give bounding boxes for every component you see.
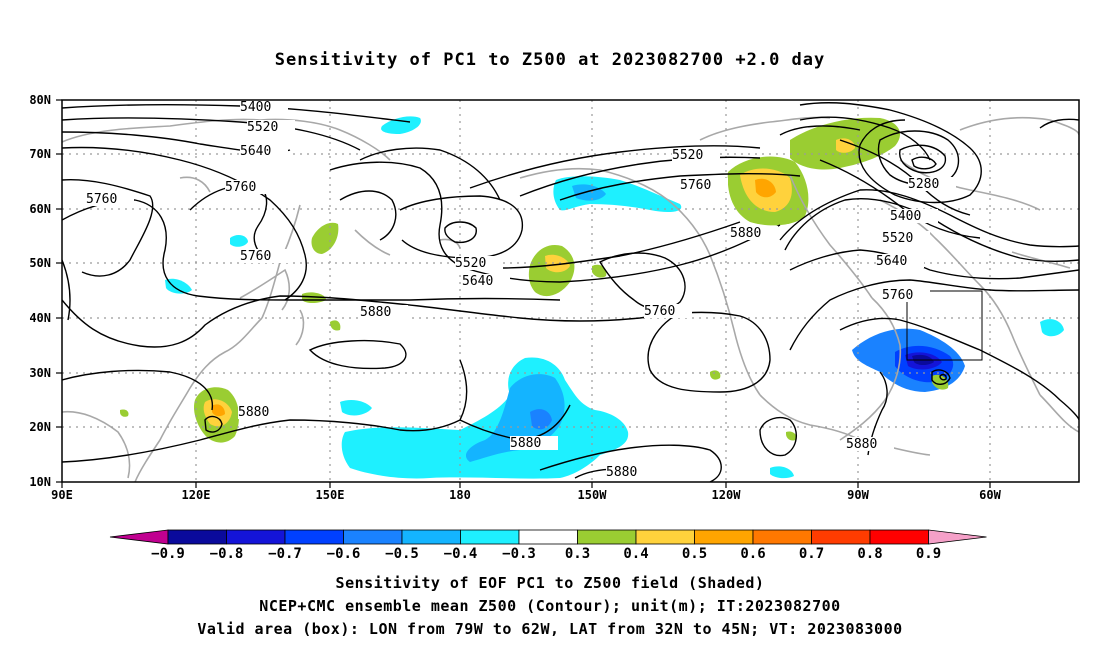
- contour-label: 5520: [882, 231, 913, 246]
- lat-label: 20N: [29, 420, 51, 434]
- colorbar-arrow-right: [928, 529, 987, 545]
- colorbar-swatch: [226, 529, 286, 545]
- longitude-labels: 90E 120E 150E 180 150W 120W 90W 60W: [51, 488, 1001, 502]
- contour-label: 5880: [238, 405, 269, 420]
- colorbar-label: −0.6: [327, 546, 361, 562]
- lat-label: 30N: [29, 366, 51, 380]
- colorbar-label: −0.5: [385, 546, 419, 562]
- shade-positive: [755, 178, 776, 198]
- shade-positive: [786, 431, 797, 441]
- lat-label: 10N: [29, 475, 51, 489]
- lon-label: 120E: [182, 488, 211, 502]
- latitude-labels: 80N 70N 60N 50N 40N 30N 20N 10N: [29, 93, 51, 489]
- colorbar-arrow-left: [109, 529, 169, 545]
- contour-label: 5640: [462, 274, 493, 289]
- colorbar-swatch: [811, 529, 871, 545]
- colorbar-label: 0.7: [799, 546, 824, 562]
- colorbar-swatch: [401, 529, 461, 545]
- colorbar-label: 0.8: [857, 546, 882, 562]
- colorbar-label: 0.6: [740, 546, 765, 562]
- lon-label: 120W: [712, 488, 742, 502]
- map-panel: 5400 5520 5640 5760 5760 5760 5520 5640 …: [62, 100, 1079, 482]
- colorbar-label: −0.7: [268, 546, 302, 562]
- lat-label: 40N: [29, 311, 51, 325]
- shade-negative: [340, 400, 372, 416]
- contour-labels: 5400 5520 5640 5760 5760 5760 5520 5640 …: [86, 100, 956, 480]
- contour-label: 5880: [510, 436, 541, 451]
- colorbar-swatch: [343, 529, 403, 545]
- contour-label: 5640: [876, 254, 907, 269]
- colorbar-label: −0.9: [151, 546, 185, 562]
- valid-area-box: [906, 290, 983, 361]
- map-border: [61, 99, 1080, 483]
- contour-label: 5760: [86, 192, 117, 207]
- colorbar-swatch: [518, 529, 578, 545]
- colorbar-label: −0.8: [210, 546, 244, 562]
- contour-label: 5880: [846, 437, 877, 452]
- contour-label: 5880: [606, 465, 637, 480]
- colorbar-label: 0.4: [623, 546, 648, 562]
- shade-positive: [592, 264, 607, 278]
- colorbar-label: −0.3: [502, 546, 536, 562]
- contour-label: 5520: [672, 148, 703, 163]
- shade-negative: [1040, 319, 1064, 337]
- lon-label: 150W: [578, 488, 608, 502]
- contour-label: 5880: [360, 305, 391, 320]
- shade-negative: [165, 278, 192, 294]
- colorbar-swatch: [694, 529, 754, 545]
- lat-label: 80N: [29, 93, 51, 107]
- contour-label: 5520: [455, 256, 486, 271]
- colorbar-swatch: [167, 529, 227, 545]
- contour-label: 5760: [882, 288, 913, 303]
- colorbar-swatch: [284, 529, 344, 545]
- shade-negative: [530, 409, 552, 430]
- contour-label: 5400: [890, 209, 921, 224]
- shade-positive: [120, 409, 129, 417]
- colorbar-swatch: [460, 529, 520, 545]
- shade-positive: [836, 138, 855, 153]
- shade-positive: [545, 254, 570, 273]
- lat-label: 50N: [29, 256, 51, 270]
- lon-label: 180: [449, 488, 471, 502]
- shade-negative: [230, 235, 248, 247]
- shade-positive: [330, 320, 341, 331]
- colorbar-swatch: [752, 529, 812, 545]
- colorbar-swatch: [577, 529, 637, 545]
- caption-line-2: NCEP+CMC ensemble mean Z500 (Contour); u…: [259, 597, 841, 615]
- page-title: Sensitivity of PC1 to Z500 at 2023082700…: [274, 50, 826, 70]
- shade-positive: [311, 222, 339, 254]
- lat-label: 70N: [29, 147, 51, 161]
- lon-label: 60W: [979, 488, 1001, 502]
- colorbar-label: 0.3: [565, 546, 590, 562]
- contour-label: 5400: [240, 100, 271, 115]
- shade-positive: [932, 374, 949, 390]
- contour-label: 5760: [680, 178, 711, 193]
- colorbar-label: 0.5: [682, 546, 707, 562]
- contour-label: 5520: [247, 120, 278, 135]
- contour-label: 5280: [908, 177, 939, 192]
- lon-label: 90W: [847, 488, 869, 502]
- contour-label: 5880: [730, 226, 761, 241]
- shade-positive: [710, 370, 721, 380]
- colorbar-label: 0.9: [916, 546, 941, 562]
- colorbar-swatch: [869, 529, 929, 545]
- shade-negative: [770, 466, 794, 479]
- contour-label: 5640: [240, 144, 271, 159]
- lon-label: 150E: [316, 488, 345, 502]
- caption-line-3: Valid area (box): LON from 79W to 62W, L…: [197, 620, 903, 638]
- shade-negative: [381, 116, 421, 134]
- caption-line-1: Sensitivity of EOF PC1 to Z500 field (Sh…: [335, 574, 765, 592]
- colorbar-swatch: [635, 529, 695, 545]
- shade-positive: [212, 404, 225, 417]
- lat-label: 60N: [29, 202, 51, 216]
- colorbar-label: −0.4: [444, 546, 478, 562]
- lon-label: 90E: [51, 488, 73, 502]
- contour-label: 5760: [240, 249, 271, 264]
- contour-label: 5760: [225, 180, 256, 195]
- colorbar: −0.9 −0.8 −0.7 −0.6 −0.5 −0.4 −0.3 0.3 0.4 0.5 0.6…: [109, 529, 987, 562]
- axis-ticks: [56, 99, 991, 488]
- contour-label: 5760: [644, 304, 675, 319]
